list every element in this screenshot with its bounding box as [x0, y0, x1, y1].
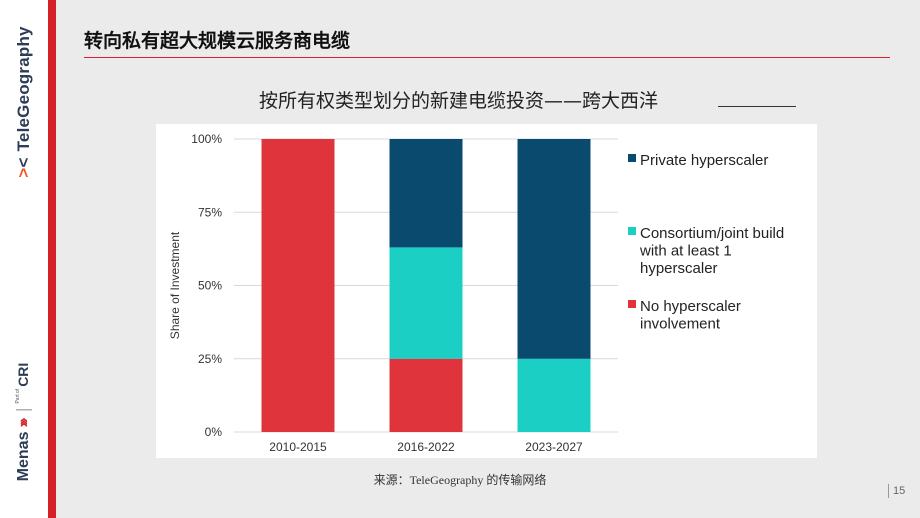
legend-swatch — [628, 227, 636, 235]
legend-label: Private hyperscaler — [640, 152, 768, 169]
y-tick-label: 50% — [198, 279, 222, 293]
page-number: 15 — [888, 484, 905, 498]
slide-title: 转向私有超大规模云服务商电缆 — [84, 31, 351, 52]
bar-segment — [517, 358, 591, 432]
x-tick-label: 2016-2022 — [397, 440, 455, 454]
bar-segment — [261, 139, 335, 432]
chart-area: 0% 25% 50% 75% 100% Share of Investment 2010-2… — [156, 124, 817, 458]
accent-bar — [48, 0, 56, 518]
bar-segment — [389, 139, 463, 248]
bar-segment — [389, 247, 463, 359]
legend-label: No hyperscaler involvement — [640, 298, 741, 333]
legend-label: Consortium/joint build with at least 1 hyp… — [639, 225, 784, 277]
legend-swatch — [628, 154, 636, 162]
x-tick-label: 2023-2027 — [525, 440, 583, 454]
stacked-bar-chart: 0% 25% 50% 75% 100% Share of Investment 2010-2… — [168, 132, 784, 454]
legend-swatch — [628, 300, 636, 308]
menas-logo: Menas›››Part ofCRI — [15, 362, 32, 482]
bar-segment — [389, 358, 463, 432]
x-tick-label: 2010-2015 — [269, 440, 327, 454]
title-divider — [84, 57, 890, 58]
chart-title: 按所有权类型划分的新建电缆投资——跨大西洋 — [259, 90, 659, 112]
y-tick-label: 25% — [198, 352, 222, 366]
sidebar — [0, 0, 48, 518]
telegeography-logo-icon: >< — [14, 157, 33, 178]
arrows-icon: ››› — [15, 420, 32, 428]
telegeography-logo: ><TeleGeography — [14, 26, 33, 178]
bar-segment — [517, 139, 591, 359]
source-note: 来源：TeleGeography 的传输网络 — [373, 473, 547, 487]
chart-title-underline — [718, 106, 796, 107]
y-tick-label: 100% — [191, 132, 222, 146]
y-tick-label: 75% — [198, 205, 222, 219]
y-tick-label: 0% — [205, 425, 223, 439]
y-axis-label: Share of Investment — [168, 231, 182, 339]
